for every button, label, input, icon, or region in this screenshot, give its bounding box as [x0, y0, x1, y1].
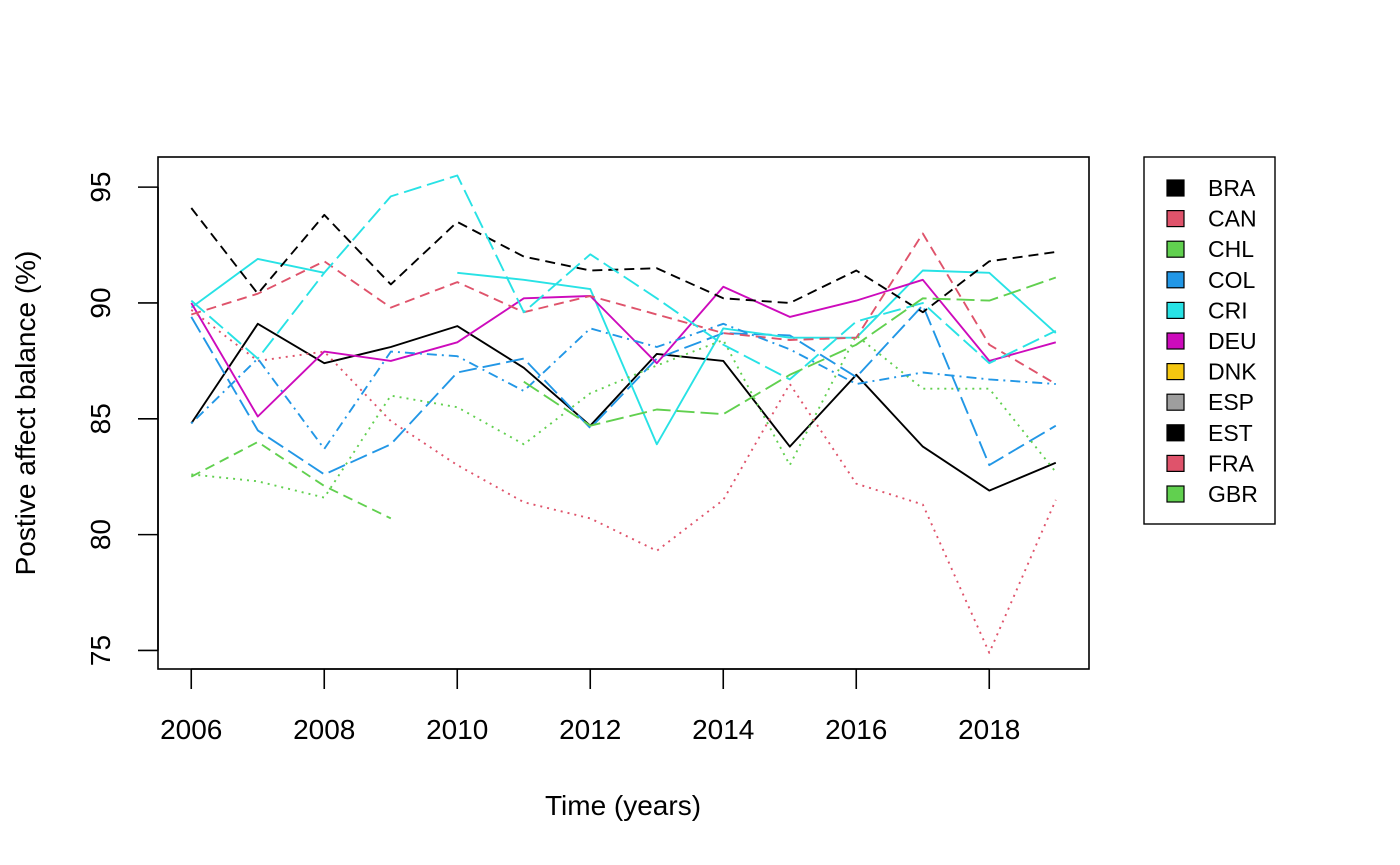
series-line-unlabeled-12	[190, 322, 1056, 450]
legend-item-est: EST	[1166, 420, 1253, 446]
y-tick-label: 90	[85, 287, 116, 318]
y-tick-label: 85	[85, 403, 116, 434]
legend-item-chl: CHL	[1166, 236, 1254, 262]
legend-swatch	[1166, 332, 1185, 350]
legend-label: EST	[1208, 420, 1253, 446]
series-line-fra	[191, 232, 1057, 385]
legend-item-cri: CRI	[1166, 297, 1248, 323]
x-tick-label: 2010	[426, 714, 488, 745]
legend-swatch	[1166, 485, 1185, 503]
y-axis: 75 80 85 90 95	[85, 172, 159, 666]
plot-lines	[190, 174, 1057, 654]
legend-swatch	[1166, 179, 1185, 197]
legend-swatch	[1166, 210, 1185, 228]
legend-swatch	[1166, 424, 1185, 442]
legend-label: DNK	[1208, 359, 1257, 385]
legend-label: CRI	[1208, 297, 1248, 323]
legend-item-gbr: GBR	[1166, 481, 1258, 507]
legend-item-deu: DEU	[1166, 328, 1257, 354]
legend-swatch	[1166, 454, 1185, 472]
legend-item-can: CAN	[1166, 206, 1257, 232]
series-line-est	[190, 207, 1056, 314]
legend-item-col: COL	[1166, 267, 1256, 293]
legend-swatch	[1166, 363, 1185, 381]
x-tick-label: 2018	[958, 714, 1020, 745]
legend-swatch	[1166, 240, 1185, 258]
legend-label: GBR	[1208, 481, 1258, 507]
x-axis-label: Time (years)	[545, 790, 701, 821]
legend-label: FRA	[1208, 450, 1255, 476]
legend-label: COL	[1208, 267, 1256, 293]
legend: BRA CAN CHL COL CRI DEU DNK ESP EST FRA GBR	[1143, 156, 1276, 525]
legend-item-esp: ESP	[1166, 389, 1254, 415]
legend-label: DEU	[1208, 328, 1257, 354]
y-axis-label: Postive affect balance (%)	[10, 251, 41, 576]
legend-item-bra: BRA	[1166, 175, 1256, 201]
series-line-col	[190, 304, 1057, 476]
y-tick-label: 80	[85, 519, 116, 550]
legend-label: CAN	[1208, 206, 1257, 232]
x-tick-label: 2006	[160, 714, 222, 745]
series-line-cri	[190, 257, 325, 309]
x-axis: 2006 2008 2010 2012 2014 2016 2018	[160, 668, 1020, 745]
x-tick-label: 2012	[559, 714, 621, 745]
series-line-chl	[190, 441, 392, 520]
series-line-bra	[190, 322, 1057, 492]
y-tick-label: 75	[85, 635, 116, 666]
y-tick-label: 95	[85, 172, 116, 203]
legend-swatch	[1166, 393, 1185, 411]
legend-item-fra: FRA	[1166, 450, 1255, 476]
legend-label: ESP	[1208, 389, 1254, 415]
series-line-unlabeled-13	[190, 174, 1057, 381]
x-tick-label: 2016	[825, 714, 887, 745]
legend-item-dnk: DNK	[1166, 359, 1257, 385]
series-line-gbr	[191, 334, 1057, 499]
legend-label: CHL	[1208, 236, 1254, 262]
plot-frame	[157, 156, 1090, 670]
legend-swatch	[1166, 271, 1185, 289]
series-line-deu	[190, 278, 1057, 418]
legend-label: BRA	[1208, 175, 1256, 201]
series-line-unlabeled-14	[523, 276, 1057, 427]
legend-swatch	[1166, 301, 1185, 319]
x-tick-label: 2014	[692, 714, 754, 745]
legend-box	[1143, 156, 1276, 525]
x-tick-label: 2008	[293, 714, 355, 745]
